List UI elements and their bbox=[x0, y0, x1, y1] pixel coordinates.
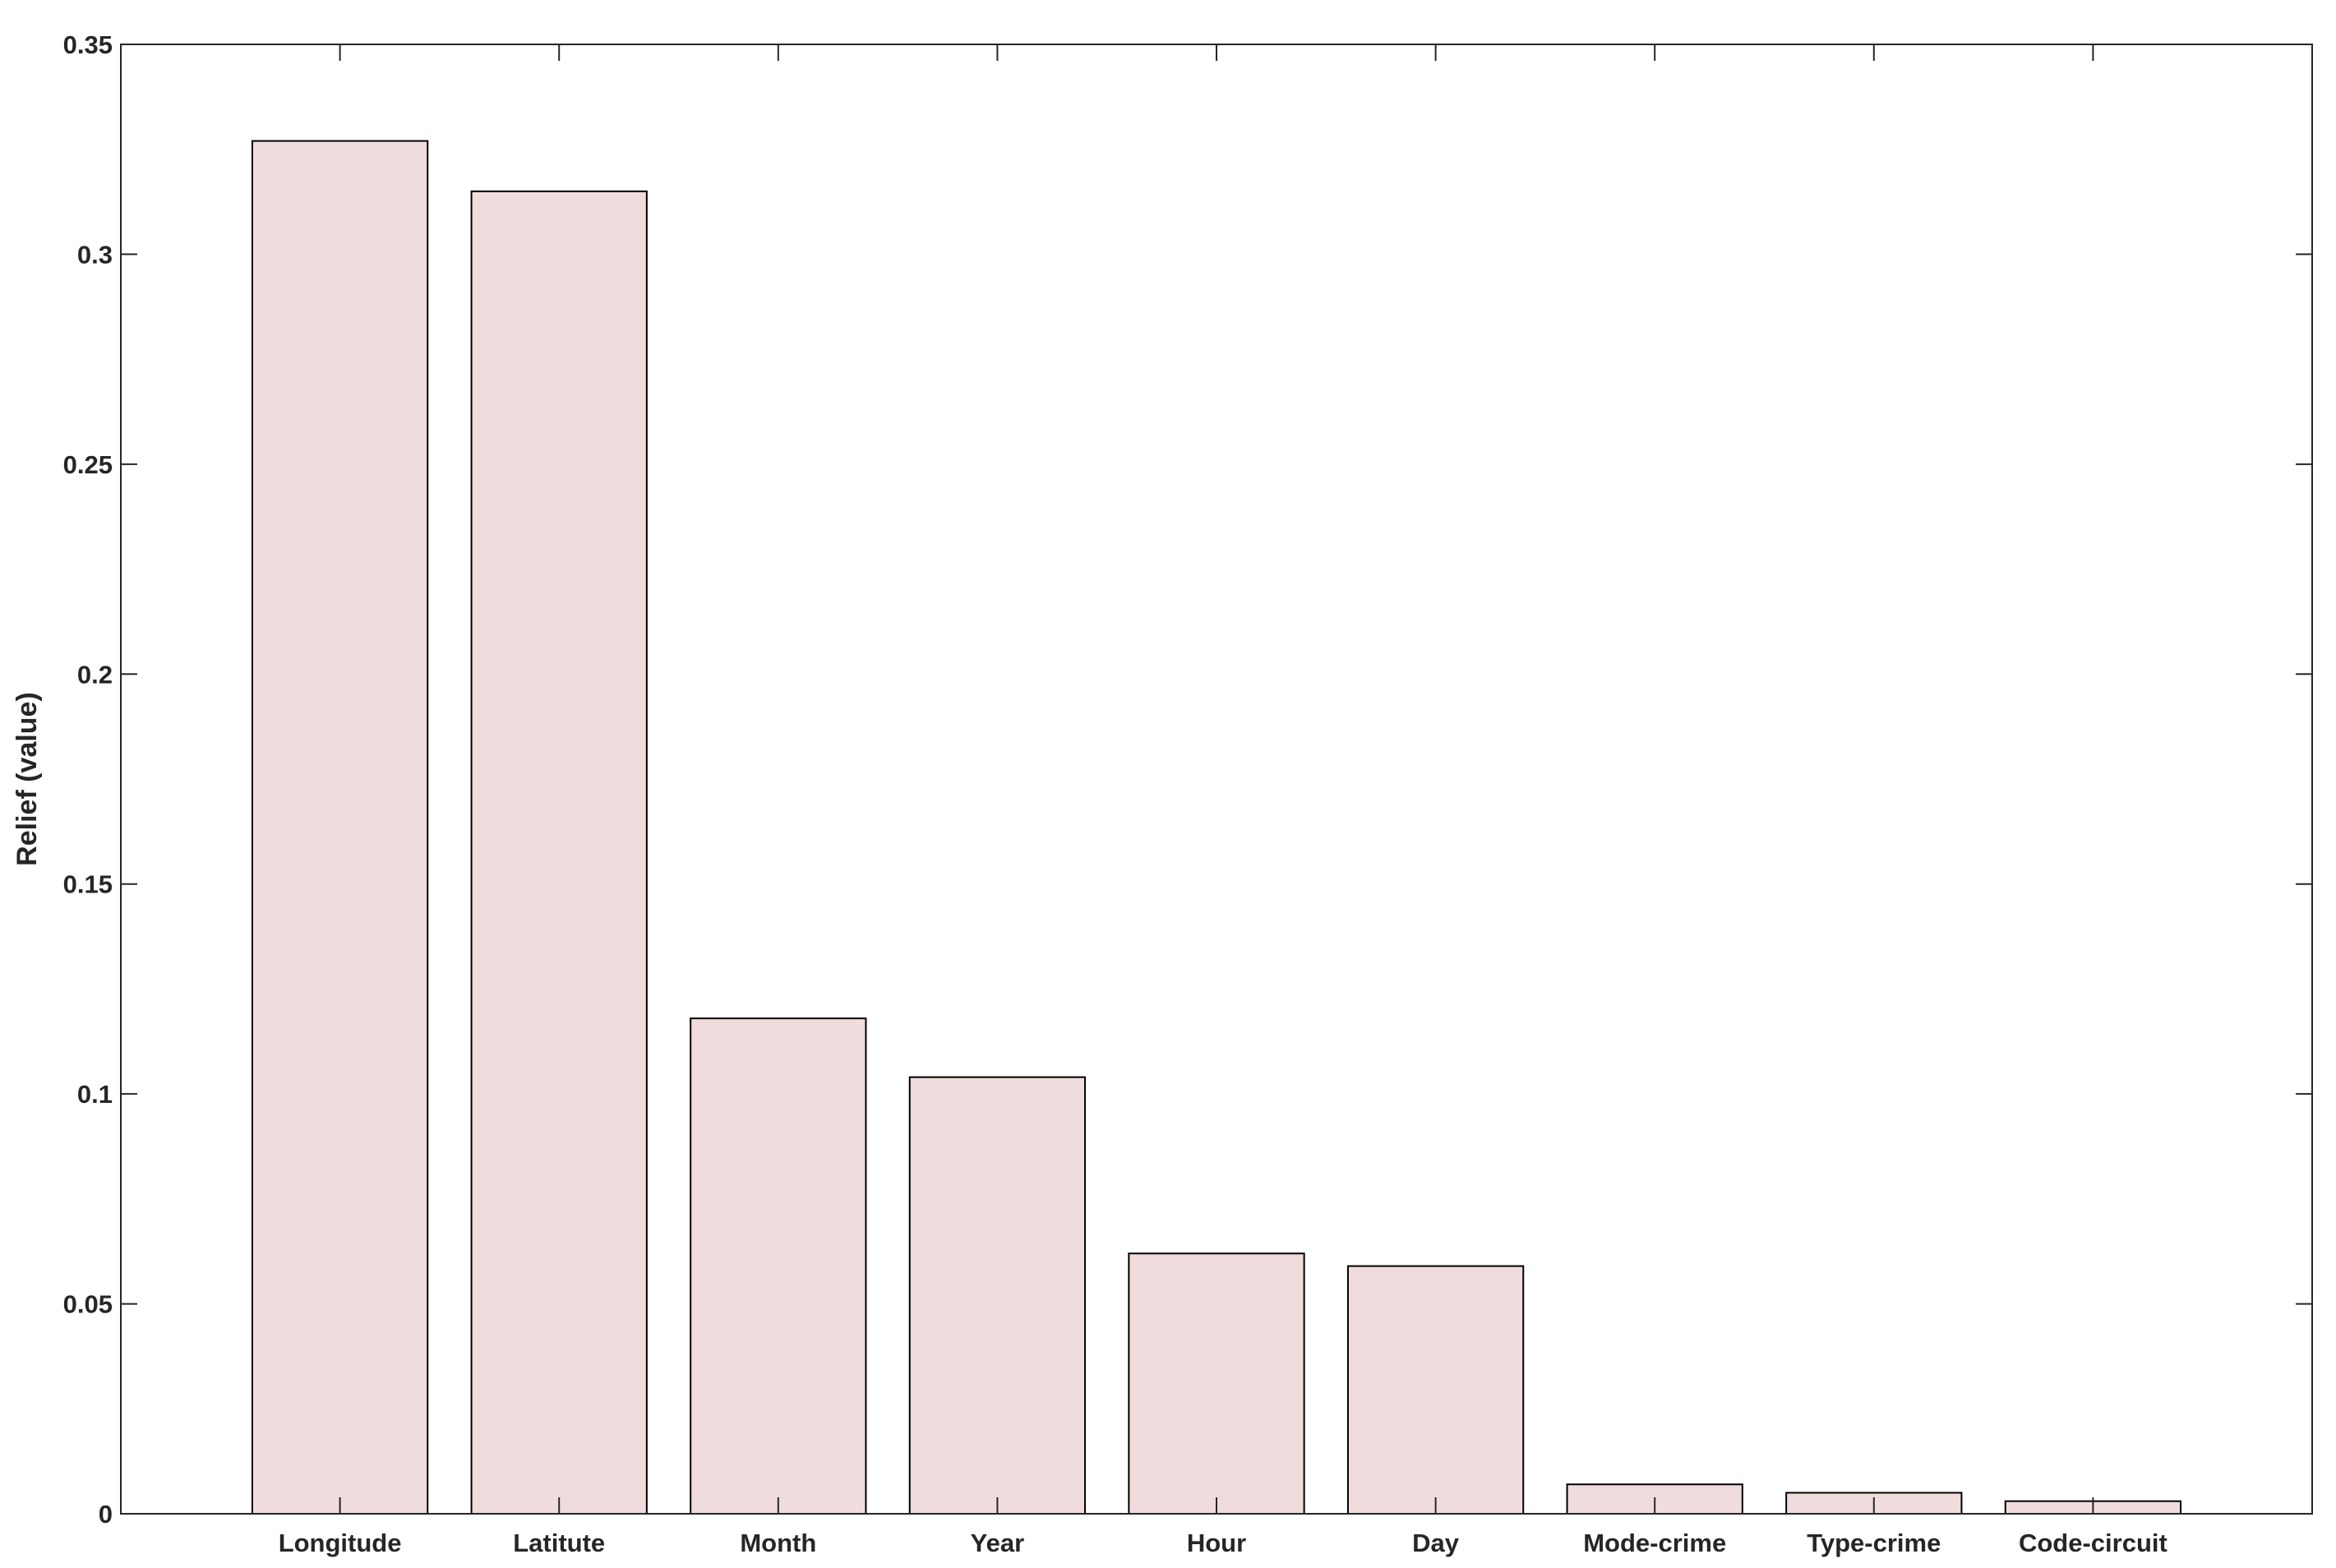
x-tick-label: Month bbox=[740, 1529, 816, 1557]
x-tick-label: Type-crime bbox=[1807, 1529, 1941, 1557]
bar-month bbox=[690, 1017, 867, 1515]
x-tick-label: Year bbox=[971, 1529, 1025, 1557]
bar-day bbox=[1346, 1265, 1525, 1515]
bar-hour bbox=[1128, 1252, 1305, 1515]
y-tick-label: 0.35 bbox=[63, 30, 113, 59]
y-tick-label: 0.25 bbox=[63, 450, 113, 479]
y-axis-title: Relief (value) bbox=[12, 692, 43, 866]
x-tick-label: Longitude bbox=[279, 1529, 402, 1557]
x-tick-label: Hour bbox=[1187, 1529, 1246, 1557]
bar-longitude bbox=[251, 140, 429, 1515]
x-tick-labels: Longitude Latitute Month Year Hour Day Mode-cr… bbox=[279, 1529, 2167, 1557]
y-tick-label: 0.3 bbox=[77, 240, 113, 269]
y-tick-labels: 0 0.05 0.1 0.15 0.2 0.25 0.3 0.35 bbox=[63, 30, 113, 1529]
y-tick-label: 0.2 bbox=[77, 660, 113, 689]
x-tick-label: Day bbox=[1412, 1529, 1460, 1557]
y-tick-label: 0.15 bbox=[63, 870, 113, 899]
y-tick-label: 0 bbox=[99, 1500, 113, 1529]
x-tick-label: Code-circuit bbox=[2019, 1529, 2167, 1557]
y-tick-label: 0.05 bbox=[63, 1290, 113, 1319]
bars-layer bbox=[251, 140, 2182, 1515]
bar-latitute bbox=[470, 190, 648, 1515]
bar-year bbox=[908, 1076, 1087, 1515]
x-tick-label: Mode-crime bbox=[1583, 1529, 1726, 1557]
plot-area-frame bbox=[120, 44, 2313, 1515]
y-tick-label: 0.1 bbox=[77, 1080, 113, 1109]
x-tick-label: Latitute bbox=[513, 1529, 605, 1557]
